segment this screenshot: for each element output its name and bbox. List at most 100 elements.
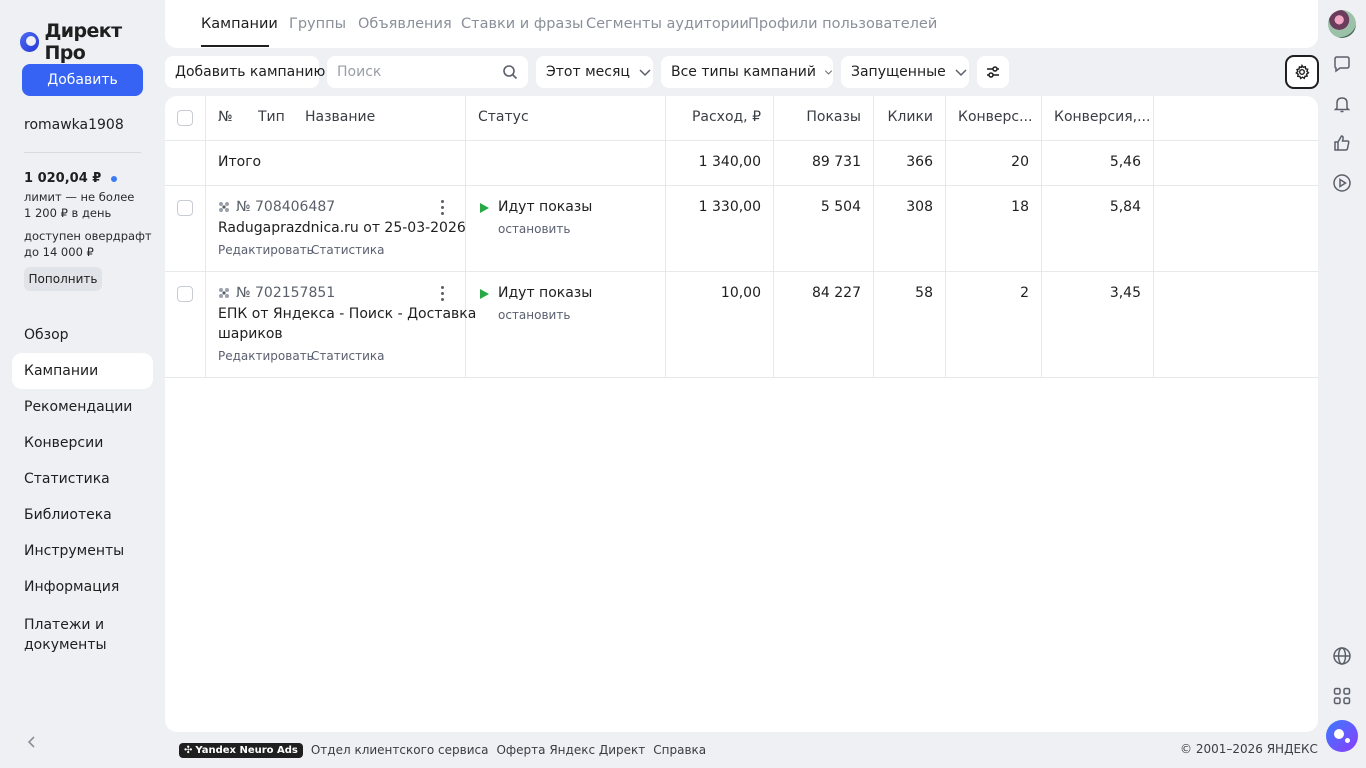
conversions-value: 18 — [1011, 199, 1029, 215]
tab-ads[interactable]: Объявления — [358, 16, 452, 32]
username[interactable]: romawka1908 — [24, 117, 124, 133]
globe-icon[interactable] — [1332, 646, 1352, 666]
stop-link[interactable]: остановить — [498, 308, 571, 322]
thumbs-up-icon[interactable] — [1332, 133, 1352, 153]
kebab-menu-icon[interactable] — [441, 286, 445, 302]
column-header-spend[interactable]: Расход, ₽ — [691, 109, 761, 125]
campaign-id[interactable]: № 702157851 — [218, 285, 335, 301]
spend-value: 1 330,00 — [698, 199, 761, 215]
limit-line-2: 1 200 ₽ в день — [24, 206, 112, 220]
column-header-name[interactable]: Название — [305, 109, 376, 125]
impressions-value: 84 227 — [812, 285, 861, 301]
conversion-rate-value: 5,84 — [1109, 199, 1141, 215]
neuro-ads-badge[interactable]: ✣ Yandex Neuro Ads — [179, 742, 303, 758]
row-divider — [165, 271, 1318, 272]
filters-button[interactable] — [977, 56, 1009, 88]
column-divider — [1153, 96, 1154, 378]
sidebar-item-library[interactable]: Библиотека — [24, 507, 112, 523]
play-circle-icon[interactable] — [1332, 173, 1352, 193]
column-header-status[interactable]: Статус — [478, 109, 529, 125]
spend-value: 10,00 — [720, 285, 761, 301]
campaign-name-line-2[interactable]: шариков — [218, 326, 283, 342]
sidebar-item-payments[interactable]: Платежи и документы — [24, 617, 107, 653]
apps-grid-icon[interactable] — [1332, 686, 1352, 706]
clicks-value: 58 — [915, 285, 933, 301]
footer-link-support[interactable]: Отдел клиентского сервиса — [310, 743, 489, 757]
select-all-checkbox[interactable] — [177, 110, 193, 126]
footer-link-offer[interactable]: Оферта Яндекс Директ — [496, 743, 646, 757]
sidebar-item-information[interactable]: Информация — [24, 579, 120, 595]
kebab-menu-icon[interactable] — [441, 200, 445, 216]
neuro-icon: ✣ — [184, 744, 193, 756]
filter-sliders-icon — [987, 66, 999, 78]
status-filter-value: Запущенные — [851, 64, 946, 80]
footer-link-help[interactable]: Справка — [653, 743, 707, 757]
limit-line-1: лимит — не более — [24, 190, 135, 204]
sidebar-item-overview[interactable]: Обзор — [24, 327, 69, 343]
column-divider — [205, 96, 206, 378]
table-settings-button[interactable] — [1285, 55, 1319, 89]
period-select[interactable]: Этот месяц — [536, 56, 653, 88]
chat-icon[interactable] — [1332, 54, 1352, 74]
campaign-id-text: № 708406487 — [236, 199, 336, 215]
sidebar-item-campaigns[interactable]: Кампании — [12, 353, 153, 389]
active-tab-underline — [201, 45, 269, 47]
campaign-name[interactable]: Radugaprazdnica.ru от 25-03-2026 — [218, 220, 466, 236]
edit-link[interactable]: Редактировать — [218, 349, 314, 363]
avatar[interactable] — [1328, 10, 1356, 38]
campaign-types-value: Все типы кампаний — [671, 64, 816, 80]
row-checkbox[interactable] — [177, 286, 193, 302]
sidebar-item-conversions[interactable]: Конверсии — [24, 435, 104, 451]
chevron-down-icon — [824, 70, 833, 75]
header-divider — [165, 140, 1318, 141]
campaign-name-line-1[interactable]: ЕПК от Яндекса - Поиск - Доставка — [218, 306, 477, 322]
logo[interactable]: Директ Про — [20, 20, 165, 64]
search-input[interactable]: Поиск — [327, 56, 528, 88]
sidebar-item-tools[interactable]: Инструменты — [24, 543, 125, 559]
collapse-chevron-icon[interactable] — [24, 734, 40, 750]
tab-user-profiles[interactable]: Профили пользователей — [748, 16, 938, 32]
campaign-types-select[interactable]: Все типы кампаний — [661, 56, 833, 88]
column-header-type[interactable]: Тип — [258, 109, 285, 125]
statistics-link[interactable]: Статистика — [311, 349, 385, 363]
tab-bids-phrases[interactable]: Ставки и фразы — [461, 16, 584, 32]
impressions-value: 5 504 — [820, 199, 861, 215]
column-header-conversion-rate[interactable]: Конверсия,... — [1054, 109, 1151, 125]
row-checkbox[interactable] — [177, 200, 193, 216]
sidebar-nav: Обзор Кампании Рекомендации Конверсии Ст… — [12, 317, 153, 661]
status-text: Идут показы — [498, 285, 593, 301]
campaign-id-text: № 702157851 — [236, 285, 336, 301]
status-filter-select[interactable]: Запущенные — [841, 56, 969, 88]
balance: 1 020,04 ₽ — [24, 171, 118, 186]
alice-assistant-icon[interactable] — [1326, 720, 1358, 752]
add-button[interactable]: Добавить — [22, 64, 143, 96]
edit-link[interactable]: Редактировать — [218, 243, 314, 257]
row-divider — [165, 377, 1318, 378]
statistics-link[interactable]: Статистика — [311, 243, 385, 257]
logo-text: Директ Про — [44, 20, 122, 64]
search-icon — [503, 65, 518, 80]
column-header-impressions[interactable]: Показы — [806, 109, 861, 125]
add-campaign-button[interactable]: Добавить кампанию — [165, 56, 325, 88]
tab-audience-segments[interactable]: Сегменты аудитории — [586, 16, 749, 32]
stop-link[interactable]: остановить — [498, 222, 571, 236]
clicks-value: 308 — [906, 199, 933, 215]
campaign-id[interactable]: № 708406487 — [218, 199, 335, 215]
status-text: Идут показы — [498, 199, 593, 215]
column-header-conversions[interactable]: Конверс... — [958, 109, 1033, 125]
copyright: © 2001–2026 ЯНДЕКС — [1180, 742, 1318, 756]
tabs-bar: Кампании Группы Объявления Ставки и фраз… — [165, 0, 1318, 48]
tab-campaigns[interactable]: Кампании — [201, 16, 278, 32]
bell-icon[interactable] — [1332, 94, 1352, 114]
topup-button[interactable]: Пополнить — [24, 267, 102, 291]
column-divider — [1041, 96, 1042, 378]
column-header-clicks[interactable]: Клики — [887, 109, 933, 125]
sidebar-item-statistics[interactable]: Статистика — [24, 471, 110, 487]
column-header-number[interactable]: № — [218, 109, 233, 125]
sidebar-item-recommendations[interactable]: Рекомендации — [24, 399, 133, 415]
column-divider — [873, 96, 874, 378]
total-conversion-rate: 5,46 — [1109, 154, 1141, 170]
sidebar: Директ Про Добавить romawka1908 1 020,04… — [0, 0, 165, 768]
neuro-ads-badge-text: Yandex Neuro Ads — [195, 744, 298, 756]
tab-groups[interactable]: Группы — [289, 16, 347, 32]
